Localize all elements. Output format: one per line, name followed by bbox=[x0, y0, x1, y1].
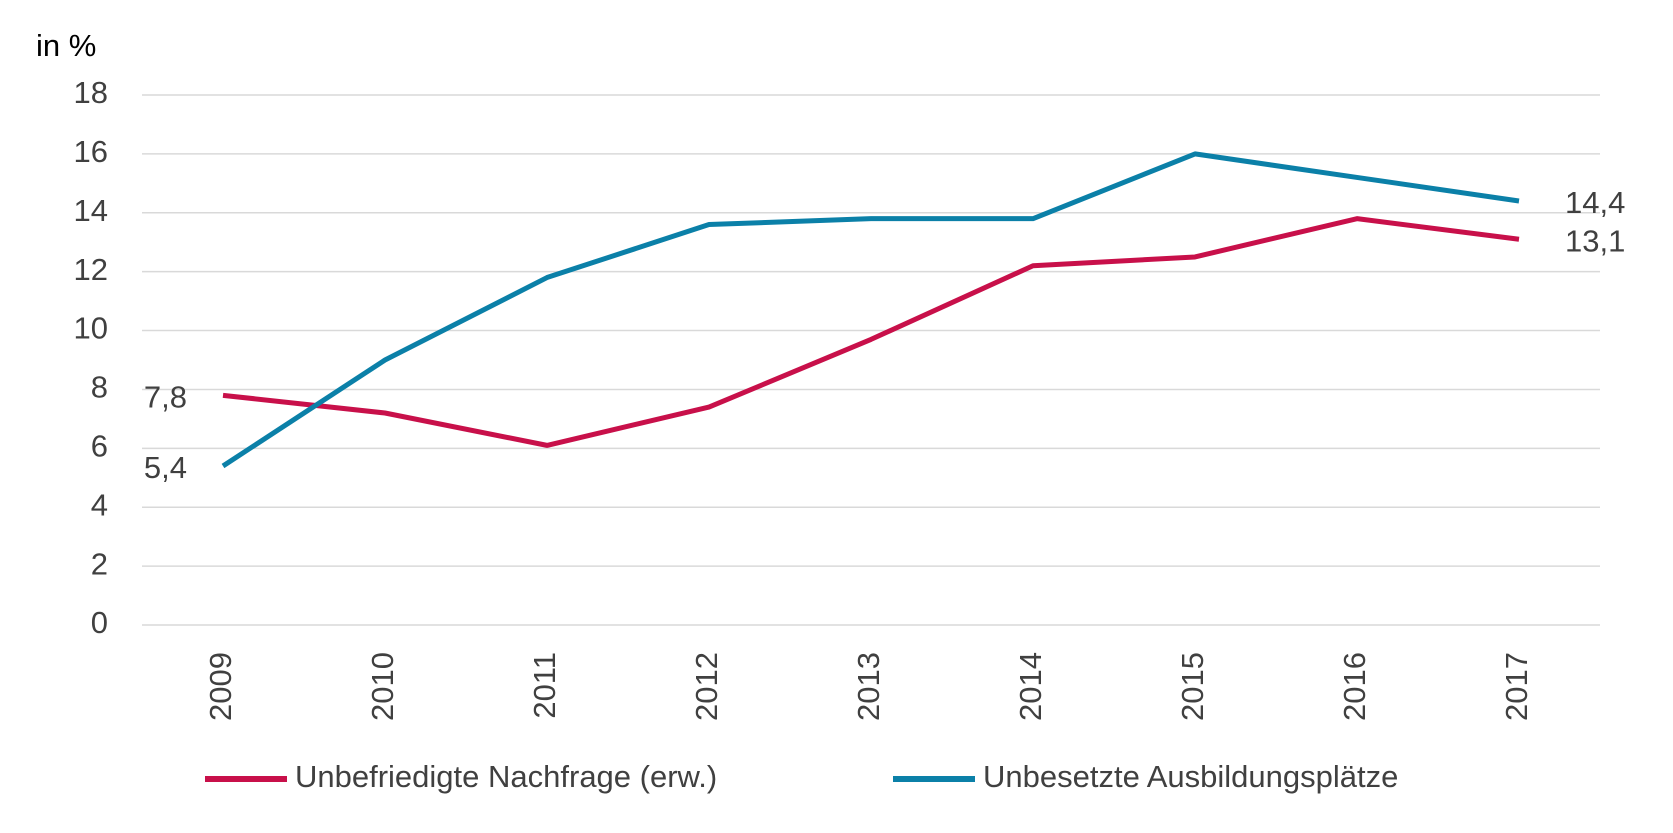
y-tick-label: 10 bbox=[74, 311, 108, 346]
y-tick-label: 14 bbox=[74, 193, 108, 228]
data-label: 13,1 bbox=[1565, 223, 1625, 258]
y-tick-label: 0 bbox=[91, 605, 108, 640]
series-line bbox=[222, 216, 1520, 448]
x-tick-label: 2010 bbox=[365, 652, 400, 721]
data-label: 14,4 bbox=[1565, 185, 1625, 220]
y-tick-label: 16 bbox=[74, 134, 108, 169]
x-tick-label: 2012 bbox=[689, 652, 724, 721]
legend-label: Unbesetzte Ausbildungsplätze bbox=[983, 759, 1398, 794]
y-tick-label: 6 bbox=[91, 429, 108, 464]
y-tick-label: 8 bbox=[91, 370, 108, 405]
x-tick-label: 2015 bbox=[1175, 652, 1210, 721]
x-tick-label: 2014 bbox=[1013, 652, 1048, 721]
y-tick-label: 4 bbox=[91, 487, 108, 522]
data-label: 5,4 bbox=[144, 450, 187, 485]
y-axis-label: in % bbox=[36, 28, 96, 63]
y-tick-label: 18 bbox=[74, 75, 108, 110]
data-label: 7,8 bbox=[144, 380, 187, 415]
y-tick-label: 12 bbox=[74, 252, 108, 287]
x-tick-label: 2016 bbox=[1337, 652, 1372, 721]
legend-label: Unbefriedigte Nachfrage (erw.) bbox=[295, 759, 717, 794]
series-line bbox=[221, 151, 1520, 469]
y-tick-label: 2 bbox=[91, 546, 108, 581]
x-tick-label: 2009 bbox=[203, 652, 238, 721]
x-tick-label: 2013 bbox=[851, 652, 886, 721]
x-tick-label: 2017 bbox=[1499, 652, 1534, 721]
x-tick-label: 2011 bbox=[527, 652, 562, 719]
